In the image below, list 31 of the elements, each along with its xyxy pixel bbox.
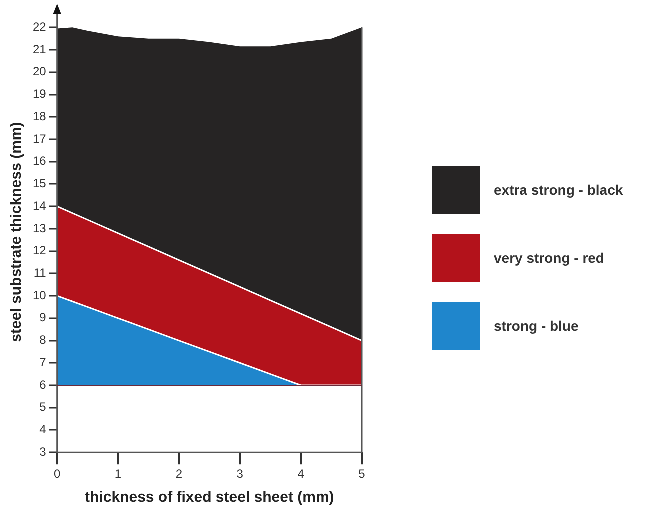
y-tick-label: 13 — [32, 221, 47, 236]
y-tick-label: 4 — [40, 422, 47, 437]
y-tick-label: 10 — [32, 288, 47, 302]
x-tick-label: 4 — [298, 467, 305, 482]
y-tick-label: 6 — [40, 378, 47, 392]
y-tick-label: 3 — [40, 444, 47, 459]
y-tick-label: 5 — [40, 400, 47, 414]
y-tick-label: 21 — [32, 42, 47, 56]
text: extra strong - black — [494, 182, 624, 198]
text: very strong - red — [494, 250, 604, 266]
text: strong - blue — [494, 318, 579, 334]
y-tick-label: 8 — [40, 333, 47, 348]
x-tick-label: 1 — [114, 467, 122, 482]
y-tick-label: 17 — [32, 132, 47, 146]
y-tick-label: 22 — [32, 20, 47, 34]
x-tick-label: 3 — [236, 467, 244, 482]
x-axis-title: thickness of fixed steel sheet (mm) — [85, 489, 334, 506]
y-tick-label: 14 — [32, 198, 47, 213]
y-tick-label: 19 — [32, 87, 47, 102]
x-tick-label: 0 — [54, 467, 62, 482]
y-tick-label: 12 — [32, 244, 47, 258]
y-tick-label: 20 — [32, 64, 47, 79]
x-tick-label: 5 — [358, 467, 366, 482]
x-tick-label: 2 — [176, 467, 183, 482]
y-tick-label: 9 — [40, 310, 47, 325]
y-tick-label: 18 — [32, 109, 47, 124]
y-tick-label: 7 — [40, 355, 47, 370]
y-tick-label: 15 — [32, 176, 47, 191]
y-axis-title: steel substrate thickness (mm) — [8, 122, 26, 342]
y-tick-label: 16 — [32, 154, 47, 168]
y-tick-label: 11 — [34, 266, 47, 280]
